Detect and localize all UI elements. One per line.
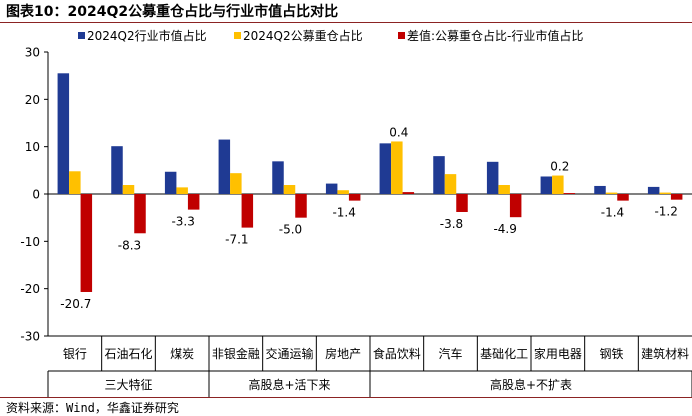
data-label: -8.3 — [118, 238, 141, 252]
x-tick-label: 银行 — [63, 347, 87, 361]
y-tick-label: -20 — [20, 282, 40, 296]
bar-1-8 — [433, 156, 445, 194]
legend-label-1: 2024Q2行业市值占比 — [87, 28, 207, 43]
data-label: -1.2 — [654, 205, 677, 219]
x-tick-label: 汽车 — [438, 346, 462, 361]
bar-2-4 — [230, 173, 242, 194]
data-label: -5.0 — [279, 223, 302, 237]
data-label: 0.2 — [550, 160, 569, 174]
y-tick-label: -30 — [20, 330, 40, 344]
y-tick-label: 0 — [32, 188, 40, 202]
bar-1-6 — [325, 183, 338, 194]
bar-1-1 — [57, 73, 70, 194]
bar-2-10 — [552, 175, 564, 194]
source-rule — [0, 397, 692, 398]
bar-3-6 — [348, 194, 361, 201]
bar-1-5 — [272, 161, 284, 194]
bar-2-12 — [659, 192, 671, 194]
bar-3-5 — [295, 194, 307, 218]
legend-swatch-1 — [78, 32, 85, 39]
bar-1-12 — [647, 186, 660, 194]
bar-3-11 — [617, 194, 629, 201]
bar-2-1 — [69, 171, 81, 194]
data-label: -1.4 — [601, 206, 624, 220]
y-tick-label: 10 — [25, 140, 40, 154]
bar-1-9 — [486, 161, 499, 194]
bar-1-4 — [218, 139, 231, 194]
chart-title: 图表10：2024Q2公募重仓占比与行业市值占比对比 — [6, 4, 339, 20]
legend-swatch-2 — [234, 32, 241, 39]
group-label-1: 三大特征 — [104, 377, 152, 392]
bar-1-2 — [111, 146, 123, 194]
bar-3-4 — [241, 194, 254, 228]
data-label: -20.7 — [60, 297, 91, 311]
x-tick-label: 基础化工 — [480, 347, 528, 361]
bar-2-8 — [444, 174, 457, 194]
group-label-3: 高股息+不扩表 — [490, 377, 572, 392]
title-rule — [0, 22, 692, 23]
data-label: -1.4 — [332, 206, 355, 220]
data-label: -4.9 — [493, 222, 516, 236]
x-tick-label: 非银金融 — [212, 346, 260, 361]
bar-3-2 — [134, 194, 146, 234]
x-tick-label: 建筑材料 — [641, 346, 689, 361]
bar-1-11 — [594, 185, 606, 194]
bar-2-6 — [337, 190, 349, 194]
legend-label-3: 差值:公募重仓占比-行业市值占比 — [407, 28, 583, 43]
bar-3-9 — [509, 194, 522, 218]
bar-3-8 — [456, 194, 468, 212]
legend-label-2: 2024Q2公募重仓占比 — [243, 28, 363, 43]
data-label: -3.8 — [440, 217, 463, 231]
bar-2-3 — [176, 187, 188, 194]
bar-2-2 — [122, 185, 135, 194]
bar-3-10 — [563, 193, 576, 194]
bar-1-7 — [379, 143, 392, 194]
bar-3-1 — [80, 194, 93, 292]
y-tick-label: 30 — [25, 46, 40, 60]
x-tick-label: 食品饮料 — [373, 346, 421, 361]
bar-2-7 — [391, 141, 403, 194]
group-label-2: 高股息+活下来 — [248, 377, 330, 392]
bar-3-12 — [670, 194, 683, 200]
bar-3-3 — [187, 194, 200, 210]
y-tick-label: 20 — [25, 93, 40, 107]
bar-2-9 — [498, 185, 510, 194]
x-tick-label: 石油石化 — [104, 347, 152, 361]
y-tick-label: -10 — [20, 235, 40, 249]
source-note: 资料来源：Wind，华鑫证券研究 — [6, 401, 179, 415]
chart-area: 2024Q2行业市值占比 2024Q2公募重仓占比 差值:公募重仓占比-行业市值占比… — [20, 28, 692, 397]
legend-swatch-3 — [398, 32, 405, 39]
data-label: -7.1 — [225, 233, 248, 247]
bar-3-7 — [402, 192, 415, 194]
bar-1-10 — [540, 176, 553, 194]
x-tick-label: 房地产 — [325, 346, 361, 361]
x-tick-label: 钢铁 — [599, 347, 623, 361]
bar-2-5 — [283, 185, 296, 194]
bar-2-11 — [605, 192, 618, 194]
data-label: 0.4 — [389, 125, 408, 139]
bar-1-3 — [164, 171, 177, 194]
data-label: -3.3 — [171, 215, 194, 229]
x-tick-label: 交通运输 — [265, 346, 313, 361]
x-tick-label: 家用电器 — [534, 346, 582, 361]
x-tick-label: 煤炭 — [170, 347, 194, 361]
